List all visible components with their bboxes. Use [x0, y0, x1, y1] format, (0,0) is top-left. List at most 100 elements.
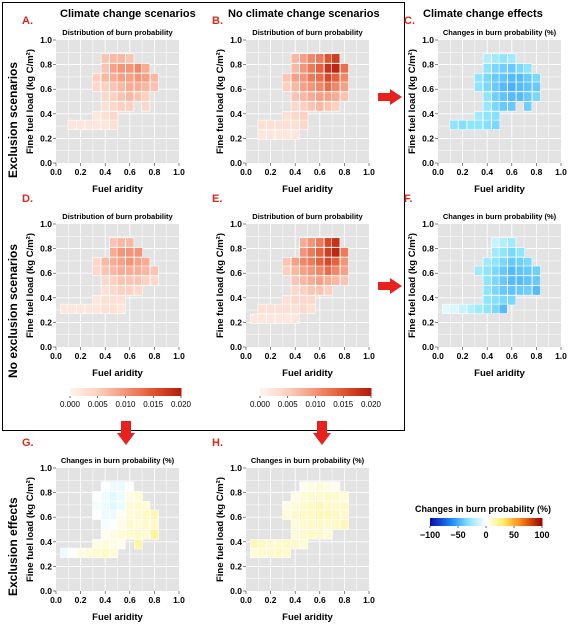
heatmap-cell	[340, 257, 349, 268]
colorbar-segment	[268, 388, 272, 396]
y-tick-label: 0.2	[40, 133, 52, 143]
heatmap-cell	[306, 265, 316, 276]
heatmap-cell	[92, 265, 101, 276]
x-tick-label: 0.0	[240, 167, 252, 177]
colorbar-segment	[282, 388, 286, 396]
colorbar-segment	[83, 388, 88, 396]
x-tick-label: 1.0	[363, 167, 375, 177]
heatmap-cell	[516, 91, 525, 102]
heatmap-cell	[274, 539, 284, 550]
heatmap-cell	[331, 101, 341, 112]
heatmap-cell	[290, 91, 300, 102]
y-tick-label: 0.8	[230, 60, 242, 70]
heatmap-cell	[299, 295, 309, 306]
y-tick-label: 0.0	[230, 158, 242, 168]
heatmap-cell	[100, 491, 110, 502]
heatmap-cell	[523, 275, 533, 286]
heatmap-cell	[331, 501, 341, 512]
heatmap-cell	[266, 539, 275, 550]
heatmap-cell	[324, 101, 333, 112]
heatmap-cell	[498, 237, 508, 248]
heatmap-cell	[109, 237, 119, 248]
x-tick-label: 1.0	[555, 351, 567, 361]
heatmap-cell	[109, 257, 119, 268]
heatmap-cell	[250, 539, 260, 550]
heatmap-cell	[100, 63, 110, 74]
heatmap-cell	[306, 303, 316, 314]
heatmap-cell	[134, 519, 143, 530]
heatmap-cell	[134, 81, 143, 92]
heatmap-cell	[125, 509, 135, 520]
heatmap-cell	[306, 237, 316, 248]
heatmap-cell	[331, 481, 341, 492]
heatmap-cell	[516, 81, 525, 92]
y-tick-label: 0.2	[40, 561, 52, 571]
colorbar-segment	[128, 388, 132, 396]
colorbar-segment	[465, 518, 468, 526]
heatmap-cell	[150, 275, 159, 286]
heatmap-cell	[125, 237, 135, 248]
y-tick-label: 1.0	[422, 219, 434, 229]
y-tick-label: 1.0	[230, 463, 242, 473]
heatmap-cell	[482, 81, 492, 92]
arrow-right-icon	[378, 89, 402, 105]
heatmap-cell	[315, 237, 325, 248]
row-header-no-exclusion: No exclusion scenarios	[6, 243, 20, 378]
heatmap-cell	[141, 501, 151, 512]
heatmap-cell	[299, 111, 309, 122]
x-tick-label: 0.4	[289, 595, 301, 605]
x-tick-label: 0.2	[457, 167, 469, 177]
heatmap-cell	[134, 491, 143, 502]
heatmap-cell	[324, 63, 333, 74]
x-tick-label: 0.4	[289, 351, 301, 361]
heatmap-cell	[125, 265, 135, 276]
colorbar-segment	[136, 388, 140, 396]
colorbar-tick-label: 0.015	[143, 400, 164, 409]
x-tick-label: 0.0	[432, 351, 444, 361]
heatmap-cell	[116, 73, 126, 84]
panel-label: G.	[22, 437, 34, 449]
y-tick-label: 0.2	[422, 133, 434, 143]
colorbar-segment	[510, 518, 513, 526]
colorbar-segment	[94, 388, 99, 396]
colorbar-segment	[512, 518, 515, 526]
colorbar-segment	[530, 518, 534, 526]
x-tick-label: 0.6	[314, 595, 326, 605]
heatmap-cell	[306, 295, 316, 306]
heatmap-cell	[125, 519, 135, 530]
heatmap-cell	[290, 73, 300, 84]
colorbar-segment	[139, 388, 143, 396]
panel-label: A.	[22, 15, 33, 27]
x-tick-label: 0.6	[314, 167, 326, 177]
heatmap-cell	[523, 91, 533, 102]
heatmap-cell	[100, 509, 110, 520]
heatmap-cell	[306, 63, 316, 74]
heatmap-cell	[282, 303, 291, 314]
heatmap-cell	[442, 303, 452, 314]
heatmap-cell	[299, 529, 309, 540]
heatmap-cell	[290, 81, 300, 92]
x-axis-label: Fuel aridity	[474, 368, 525, 379]
heatmap-cell	[100, 529, 110, 540]
colorbar-segment	[365, 388, 369, 396]
colorbar-segment	[86, 388, 90, 396]
heatmap-cell	[250, 313, 260, 324]
x-tick-label: 0.0	[50, 595, 62, 605]
heatmap-cell	[507, 91, 517, 102]
y-axis-label: Fine fuel load (kg C/m²)	[25, 477, 36, 582]
heatmap-cell	[109, 63, 119, 74]
heatmap-cell	[306, 247, 316, 258]
heatmap-cell	[482, 63, 492, 74]
colorbar-segment	[89, 388, 93, 396]
heatmap-cell	[116, 81, 126, 92]
heatmap-cell	[274, 313, 284, 324]
panel-label: B.	[212, 15, 223, 27]
heatmap-cell	[100, 257, 110, 268]
heatmap-cell	[449, 303, 459, 314]
heatmap-cell	[257, 129, 267, 140]
heatmap-cell	[340, 265, 349, 276]
heatmap-cell	[474, 303, 483, 314]
heatmap-cell	[324, 81, 333, 92]
heatmap-cell	[125, 101, 135, 112]
y-tick-label: 1.0	[230, 35, 242, 45]
